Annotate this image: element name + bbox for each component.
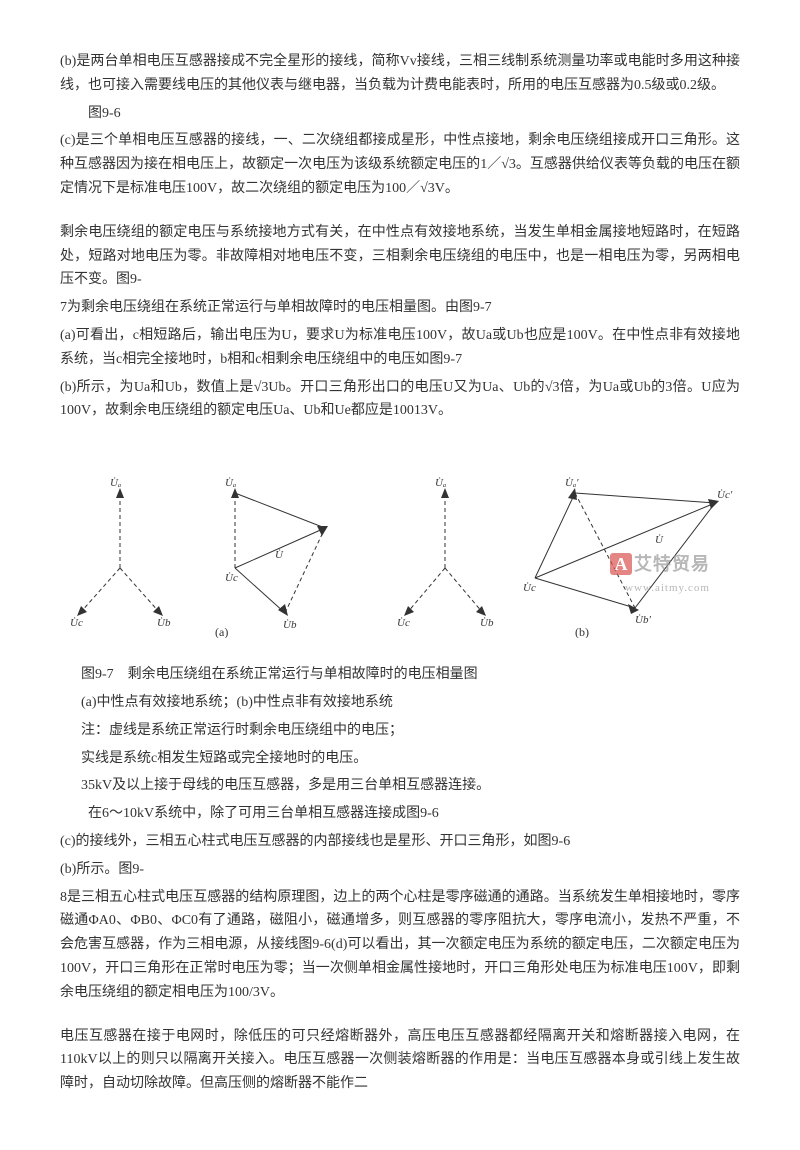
paragraph-residual-1: 剩余电压绕组的额定电压与系统接地方式有关，在中性点有效接地系统，当发生单相金属接…: [60, 221, 740, 292]
caption-fig97: 图9-7 剩余电压绕组在系统正常运行与单相故障时的电压相量图: [60, 663, 740, 687]
diagram-label-a: (a): [215, 625, 228, 638]
watermark-logo-icon: A: [610, 553, 632, 575]
watermark-url: www.aitmy.com: [625, 579, 710, 598]
paragraph-b: (b)是两台单相电压互感器接成不完全星形的接线，简称Vv接线，三相三线制系统测量…: [60, 50, 740, 98]
paragraph-residual-3: (a)可看出，c相短路后，输出电压为U，要求U为标准电压100V，故Ua或Ub也…: [60, 324, 740, 372]
label-ua: U̇ₐ: [110, 477, 121, 489]
watermark-logo-text: 艾特贸易: [634, 554, 710, 574]
label-uc2: U̇c: [225, 572, 238, 584]
label-u: U̇: [275, 549, 284, 561]
caption-ab: (a)中性点有效接地系统；(b)中性点非有效接地系统: [60, 691, 740, 715]
label-ua2: U̇ₐ: [225, 477, 236, 489]
paragraph-grid-connect: 电压互感器在接于电网时，除低压的可只经熔断器外，高压电压互感器都经隔离开关和熔断…: [60, 1025, 740, 1096]
phasor-diagram-container: U̇ₐ U̇c U̇b U̇ₐ U̇c U̇b U̇ (a): [60, 443, 740, 643]
caption-note2: 实线是系统c相发生短路或完全接地时的电压。: [60, 747, 740, 771]
label-ub: U̇b: [157, 617, 171, 629]
paragraph-c-wiring: (c)的接线外，三相五心柱式电压互感器的内部接线也是星形、开口三角形，如图9-6: [60, 830, 740, 854]
caption-note1: 注：虚线是系统正常运行时剩余电压绕组中的电压；: [60, 719, 740, 743]
label-ucp: U̇c: [523, 582, 536, 594]
paragraph-8-structure: 8是三相五心柱式电压互感器的结构原理图，边上的两个心柱是零序磁通的通路。当系统发…: [60, 886, 740, 1005]
label-ubp: U̇b′: [635, 614, 651, 626]
paragraph-b-shown: (b)所示。图9-: [60, 858, 740, 882]
label-uprime: U̇c′: [717, 489, 733, 501]
label-ua-b: U̇ₐ: [435, 477, 446, 489]
label-uap: U̇ₐ′: [565, 477, 579, 489]
label-ub-b: U̇b: [480, 617, 494, 629]
label-uc-b: U̇c: [397, 617, 410, 629]
label-u-b: U̇: [655, 534, 664, 546]
paragraph-c: (c)是三个单相电压互感器的接线，一、二次绕组都接成星形，中性点接地，剩余电压绕…: [60, 129, 740, 200]
phasor-diagram-a: U̇ₐ U̇c U̇b U̇ₐ U̇c U̇b U̇ (a): [65, 448, 385, 638]
diagram-label-b: (b): [575, 625, 589, 638]
caption-35kv: 35kV及以上接于母线的电压互感器，多是用三台单相互感器连接。: [60, 774, 740, 798]
phasor-diagram-b: U̇ₐ U̇c U̇b U̇ₐ′ U̇c U̇b′ U̇c′ U̇ (b): [395, 448, 735, 638]
watermark-logo: A艾特贸易: [610, 549, 710, 580]
fig-label-9-6: 图9-6: [60, 102, 740, 126]
paragraph-6-10kv: 在6～10kV系统中，除了可用三台单相互感器连接成图9-6: [60, 802, 740, 826]
paragraph-residual-2: 7为剩余电压绕组在系统正常运行与单相故障时的电压相量图。由图9-7: [60, 296, 740, 320]
label-uc: U̇c: [70, 617, 83, 629]
label-ub2: U̇b: [283, 619, 297, 631]
watermark: A艾特贸易 www.aitmy.com: [610, 549, 710, 598]
paragraph-residual-4: (b)所示，为Ua和Ub，数值上是√3Ub。开口三角形出口的电压U又为Ua、Ub…: [60, 376, 740, 424]
